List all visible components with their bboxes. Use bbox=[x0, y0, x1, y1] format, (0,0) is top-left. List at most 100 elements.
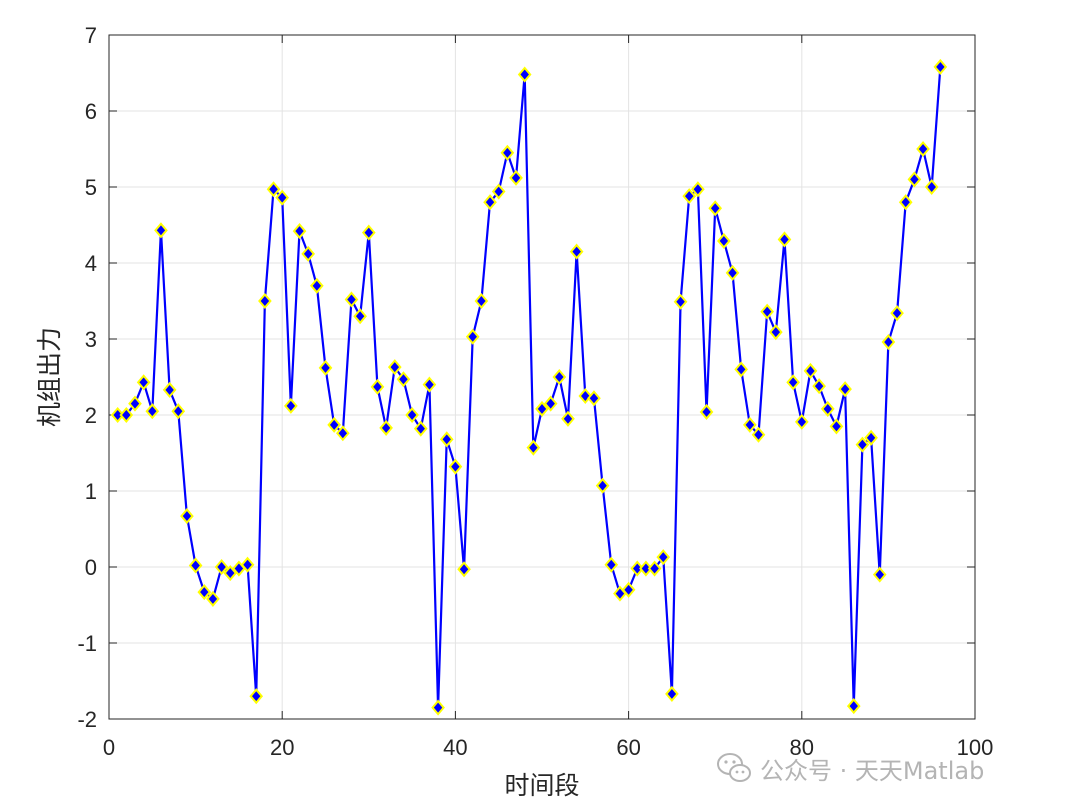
data-point bbox=[595, 477, 610, 494]
data-point bbox=[535, 400, 549, 417]
watermark: 公众号 · 天天Matlab bbox=[716, 750, 984, 786]
data-point bbox=[188, 557, 203, 574]
data-point bbox=[405, 406, 419, 424]
data-point bbox=[838, 381, 852, 398]
data-point bbox=[604, 556, 619, 573]
data-point bbox=[517, 66, 532, 83]
data-point bbox=[743, 416, 757, 433]
y-tick-label: -2 bbox=[77, 707, 97, 732]
data-point bbox=[206, 590, 220, 607]
data-point bbox=[587, 390, 601, 407]
data-point bbox=[457, 561, 471, 578]
y-tick-label: 5 bbox=[85, 175, 97, 200]
x-tick-label: 60 bbox=[616, 735, 640, 760]
data-point bbox=[310, 277, 324, 294]
data-point bbox=[872, 566, 887, 583]
wechat-icon bbox=[717, 753, 751, 782]
y-tick-label: 0 bbox=[85, 555, 97, 580]
y-tick-label: -1 bbox=[77, 631, 97, 656]
data-point bbox=[145, 403, 160, 420]
data-point bbox=[777, 231, 792, 248]
data-point bbox=[708, 200, 723, 217]
data-point bbox=[621, 581, 636, 598]
data-point bbox=[327, 416, 341, 433]
data-point bbox=[335, 425, 350, 442]
x-tick-label: 100 bbox=[957, 735, 994, 760]
data-point bbox=[561, 410, 575, 427]
data-point bbox=[439, 431, 454, 448]
data-point bbox=[682, 188, 697, 205]
data-point bbox=[284, 397, 298, 414]
data-point bbox=[396, 371, 411, 388]
data-point bbox=[881, 333, 896, 351]
data-series bbox=[110, 58, 948, 716]
data-point bbox=[370, 378, 385, 395]
data-point bbox=[214, 558, 229, 576]
data-point bbox=[768, 324, 783, 341]
data-point bbox=[162, 381, 177, 398]
data-point bbox=[292, 223, 307, 240]
x-tick-label: 20 bbox=[270, 735, 294, 760]
data-point bbox=[387, 359, 402, 376]
y-tick-label: 2 bbox=[85, 403, 97, 428]
data-point bbox=[794, 413, 809, 430]
y-tick-label: 3 bbox=[85, 327, 97, 352]
data-point bbox=[249, 688, 264, 705]
data-point bbox=[240, 556, 255, 573]
plot-frame bbox=[108, 34, 976, 720]
data-point bbox=[197, 584, 212, 601]
x-axis-label: 时间段 bbox=[504, 771, 579, 800]
data-point bbox=[829, 418, 844, 435]
data-point bbox=[136, 374, 151, 391]
data-point bbox=[154, 222, 168, 239]
data-point bbox=[344, 291, 359, 308]
tick-labels: 0 20 40 60 80 100 -2 -1 0 1 2 3 4 5 6 7 bbox=[77, 23, 993, 760]
data-point bbox=[846, 698, 861, 715]
data-point bbox=[543, 395, 558, 412]
data-point bbox=[413, 420, 428, 437]
data-point bbox=[379, 419, 393, 436]
data-point bbox=[474, 292, 489, 310]
data-point bbox=[552, 368, 567, 386]
data-point bbox=[223, 565, 238, 582]
data-point bbox=[803, 362, 818, 379]
y-tick-label: 4 bbox=[85, 251, 97, 276]
data-point bbox=[656, 549, 671, 566]
data-point bbox=[422, 376, 437, 393]
data-point bbox=[933, 58, 948, 75]
data-point bbox=[465, 328, 480, 345]
watermark-text: 公众号 · 天天Matlab bbox=[760, 756, 985, 785]
data-point bbox=[258, 292, 272, 310]
data-point bbox=[820, 400, 835, 417]
data-point bbox=[812, 378, 826, 395]
data-point bbox=[128, 395, 142, 412]
data-point bbox=[509, 169, 523, 186]
data-point bbox=[924, 178, 939, 196]
data-point bbox=[491, 183, 506, 200]
data-point bbox=[890, 305, 904, 322]
data-point bbox=[500, 144, 515, 161]
data-point bbox=[725, 264, 740, 281]
series-line bbox=[117, 66, 942, 709]
data-point bbox=[665, 685, 679, 702]
x-tick-label: 80 bbox=[790, 735, 814, 760]
y-tick-label: 6 bbox=[85, 99, 97, 124]
data-point bbox=[431, 699, 445, 716]
data-point bbox=[864, 429, 878, 446]
data-point bbox=[699, 403, 714, 421]
data-point bbox=[301, 245, 316, 262]
y-tick-label: 1 bbox=[85, 479, 97, 504]
data-point bbox=[526, 439, 541, 456]
data-point bbox=[275, 189, 290, 206]
data-point bbox=[673, 293, 688, 310]
data-point bbox=[361, 224, 376, 241]
data-point bbox=[483, 194, 497, 211]
data-point bbox=[734, 361, 749, 378]
data-point bbox=[266, 181, 281, 198]
data-point bbox=[855, 436, 870, 453]
data-point bbox=[786, 374, 800, 391]
data-point bbox=[171, 403, 186, 420]
data-point bbox=[119, 406, 134, 424]
data-point bbox=[647, 560, 662, 577]
